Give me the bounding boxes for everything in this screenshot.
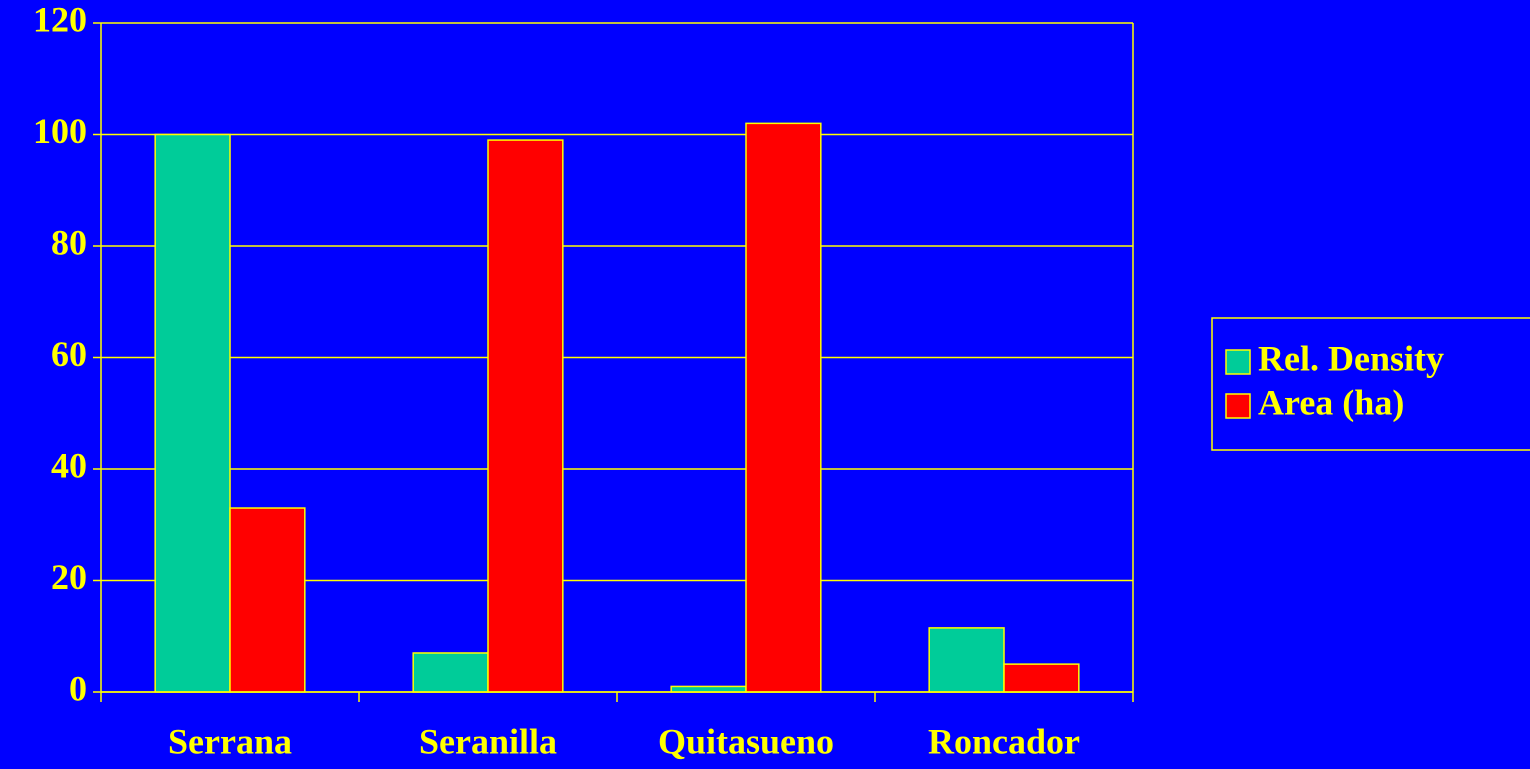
bar	[1003, 663, 1080, 693]
x-tick-label: Quitasueno	[658, 721, 834, 761]
legend-label: Area (ha)	[1258, 382, 1404, 422]
bar	[487, 139, 564, 693]
y-tick-label: 100	[33, 111, 87, 151]
legend-swatch	[1225, 349, 1251, 375]
bar	[154, 133, 231, 693]
x-tick-label: Serrana	[168, 721, 292, 761]
bar	[928, 627, 1005, 693]
bar	[745, 122, 822, 693]
y-tick-label: 60	[51, 334, 87, 374]
x-tick-label: Seranilla	[419, 721, 557, 761]
legend-label: Rel. Density	[1258, 338, 1444, 378]
legend-box	[1211, 317, 1530, 451]
y-tick-label: 0	[69, 668, 87, 708]
legend-swatch	[1225, 393, 1251, 419]
bar	[412, 652, 489, 693]
x-tick-label: Roncador	[928, 721, 1080, 761]
y-tick-label: 20	[51, 557, 87, 597]
bar	[229, 507, 306, 693]
y-tick-label: 40	[51, 445, 87, 485]
y-tick-label: 80	[51, 222, 87, 262]
bar	[670, 685, 747, 693]
y-tick-label: 120	[33, 0, 87, 39]
